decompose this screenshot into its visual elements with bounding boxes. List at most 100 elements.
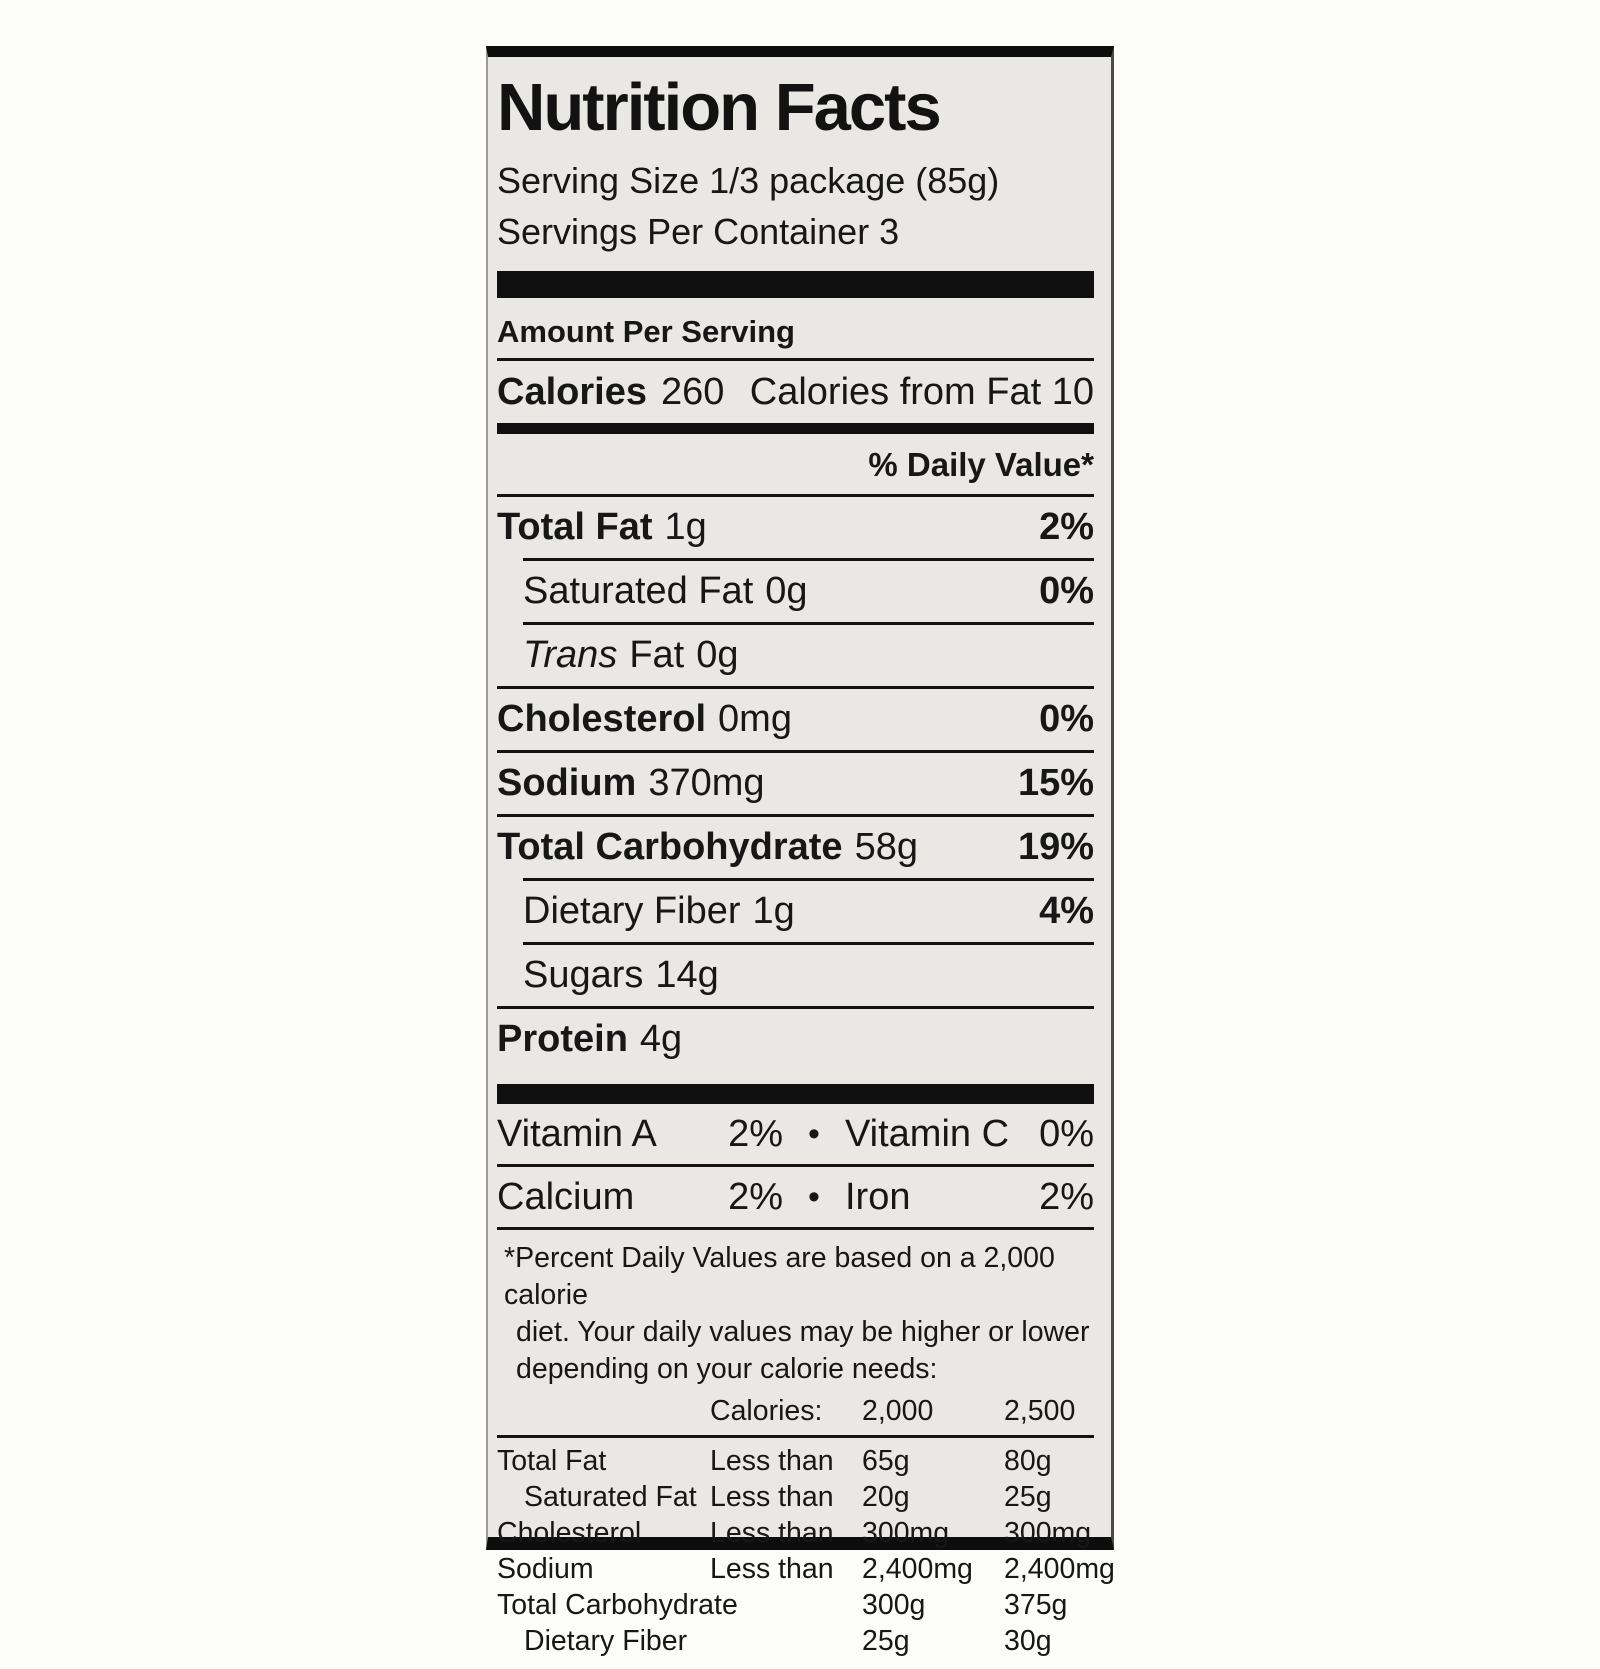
- nutrient-name: Sodium: [497, 762, 637, 804]
- ref-qualifier: Less than: [710, 1445, 834, 1477]
- ref-value-2500: 300mg: [1004, 1517, 1092, 1549]
- calories-from-fat: Calories from Fat 10: [749, 370, 1094, 413]
- reference-table-row: Saturated Fat Less than 20g 25g: [497, 1479, 1094, 1515]
- reference-table-row: Cholesterol Less than 300mg 300mg: [497, 1515, 1094, 1551]
- nutrient-amount: 1g: [664, 506, 707, 548]
- ref-name: Saturated Fat: [524, 1481, 697, 1513]
- nutrient-name: Protein: [497, 1018, 628, 1060]
- nutrition-facts-label: Nutrition Facts Serving Size 1/3 package…: [486, 46, 1115, 1657]
- section-divider-bar: [497, 1084, 1094, 1104]
- empty-cell: [497, 1393, 710, 1429]
- nutrient-dv: 0%: [1039, 698, 1094, 740]
- nutrient-name-italic: Trans: [523, 634, 618, 676]
- nutrient-dv: 0%: [1039, 570, 1094, 612]
- calories-2000-header: 2,000: [862, 1395, 934, 1427]
- bullet-separator-icon: •: [808, 1114, 820, 1153]
- vitamin-name: Iron: [845, 1175, 911, 1218]
- ref-name: Dietary Fiber: [524, 1625, 688, 1657]
- ref-qualifier: Less than: [710, 1553, 834, 1585]
- calories-2500-header: 2,500: [1004, 1395, 1076, 1427]
- nutrient-amount: 1g: [752, 890, 795, 932]
- nutrient-amount: 4g: [639, 1018, 683, 1060]
- nutrient-name: Cholesterol: [497, 698, 707, 740]
- calories-divider-bar: [497, 423, 1094, 434]
- nutrient-row-dietary-fiber: Dietary Fiber 1g 4%: [523, 878, 1094, 942]
- nutrient-dv: 19%: [1017, 826, 1094, 868]
- nutrient-row-saturated-fat: Saturated Fat 0g 0%: [523, 558, 1094, 622]
- reference-table-row: Total Carbohydrate 300g 375g: [497, 1587, 1094, 1623]
- nutrient-dv: 15%: [1017, 762, 1094, 804]
- daily-value-footnote: *Percent Daily Values are based on a 2,0…: [497, 1240, 1094, 1388]
- vitamin-value: 2%: [728, 1175, 783, 1218]
- nutrient-name: Total Carbohydrate: [497, 826, 843, 868]
- ref-value-2500: 80g: [1004, 1445, 1052, 1477]
- ref-value-2500: 30g: [1004, 1625, 1052, 1657]
- reference-table-header: Calories: 2,000 2,500: [497, 1390, 1094, 1435]
- ref-value-2500: 2,400mg: [1004, 1553, 1115, 1585]
- ref-value-2000: 25g: [862, 1625, 910, 1657]
- ref-name: Cholesterol: [497, 1517, 642, 1549]
- ref-name: Sodium: [497, 1553, 594, 1585]
- divider-line: [497, 1435, 1094, 1438]
- nutrient-row-sodium: Sodium 370mg 15%: [497, 750, 1094, 814]
- nutrient-name: Sugars: [523, 954, 644, 996]
- ref-value-2500: 375g: [1004, 1589, 1068, 1621]
- divider-line: [497, 1227, 1094, 1230]
- ref-qualifier: Less than: [710, 1517, 834, 1549]
- calories-value: 260: [660, 370, 725, 413]
- vitamin-row-calcium-iron: Calcium 2% • Iron 2%: [497, 1164, 1094, 1227]
- ref-name: Total Fat: [497, 1445, 607, 1477]
- nutrient-name-rest: Fat: [629, 634, 685, 676]
- servings-per-container: Servings Per Container 3: [497, 211, 900, 252]
- nutrient-amount: 58g: [854, 826, 918, 868]
- nutrient-dv: 2%: [1039, 506, 1094, 548]
- ref-value-2000: 300mg: [862, 1517, 950, 1549]
- nutrient-amount: 14g: [655, 954, 719, 996]
- reference-table-row: Sodium Less than 2,400mg 2,400mg: [497, 1551, 1115, 1587]
- reference-table-row: Total Fat Less than 65g 80g: [497, 1443, 1094, 1479]
- nutrient-name: Total Fat: [497, 506, 653, 548]
- ref-name: Total Carbohydrate: [497, 1589, 738, 1621]
- amount-per-serving-heading: Amount Per Serving: [497, 314, 795, 349]
- footnote-line: diet. Your daily values may be higher or…: [516, 1316, 1090, 1348]
- calories-column-label: Calories:: [710, 1395, 823, 1427]
- nutrient-amount: 0mg: [718, 698, 792, 740]
- vitamin-name: Vitamin A: [497, 1112, 657, 1155]
- nutrient-row-trans-fat: Trans Fat 0g: [523, 622, 1094, 686]
- vitamin-value: 2%: [728, 1112, 783, 1155]
- calories-left: Calories 260: [497, 371, 724, 414]
- ref-value-2500: 25g: [1004, 1481, 1052, 1513]
- ref-value-2000: 65g: [862, 1445, 910, 1477]
- nutrient-amount: 0g: [765, 570, 808, 612]
- vitamin-name: Calcium: [497, 1175, 635, 1218]
- nutrient-name: Saturated Fat: [523, 570, 754, 612]
- vitamin-value: 2%: [1039, 1175, 1094, 1218]
- nutrient-name: Dietary Fiber: [523, 890, 741, 932]
- nutrient-row-total-fat: Total Fat 1g 2%: [497, 494, 1094, 558]
- reference-values-table: Calories: 2,000 2,500 Total Fat Less tha…: [497, 1390, 1115, 1669]
- nutrient-amount: 0g: [696, 634, 739, 676]
- vitamin-name: Vitamin C: [845, 1112, 1010, 1155]
- nutrient-row-sugars: Sugars 14g: [523, 942, 1094, 1006]
- footnote-line: depending on your calorie needs:: [516, 1353, 938, 1385]
- reference-table-row: Dietary Fiber 25g 30g: [497, 1623, 1094, 1659]
- section-divider-bar: [497, 271, 1094, 298]
- nutrient-dv: 4%: [1039, 890, 1094, 932]
- ref-qualifier: Less than: [710, 1481, 834, 1513]
- ref-value-2000: 2,400mg: [862, 1553, 973, 1585]
- footnote-line: *Percent Daily Values are based on a 2,0…: [504, 1242, 1055, 1311]
- calories-word: Calories: [497, 370, 647, 413]
- vitamin-row-a-c: Vitamin A 2% • Vitamin C 0%: [497, 1104, 1094, 1164]
- ref-value-2000: 300g: [862, 1589, 926, 1621]
- ref-value-2000: 20g: [862, 1481, 910, 1513]
- label-title: Nutrition Facts: [497, 70, 942, 145]
- nutrient-amount: 370mg: [648, 762, 765, 804]
- daily-value-header: % Daily Value*: [868, 446, 1094, 483]
- calories-row: Calories 260 Calories from Fat 10: [497, 358, 1094, 423]
- bullet-separator-icon: •: [808, 1177, 820, 1216]
- vitamin-value: 0%: [1039, 1112, 1094, 1155]
- nutrient-row-total-carbohydrate: Total Carbohydrate 58g 19%: [497, 814, 1094, 878]
- nutrient-row-cholesterol: Cholesterol 0mg 0%: [497, 686, 1094, 750]
- nutrient-row-protein: Protein 4g: [497, 1006, 1094, 1070]
- serving-size: Serving Size 1/3 package (85g): [497, 160, 1000, 201]
